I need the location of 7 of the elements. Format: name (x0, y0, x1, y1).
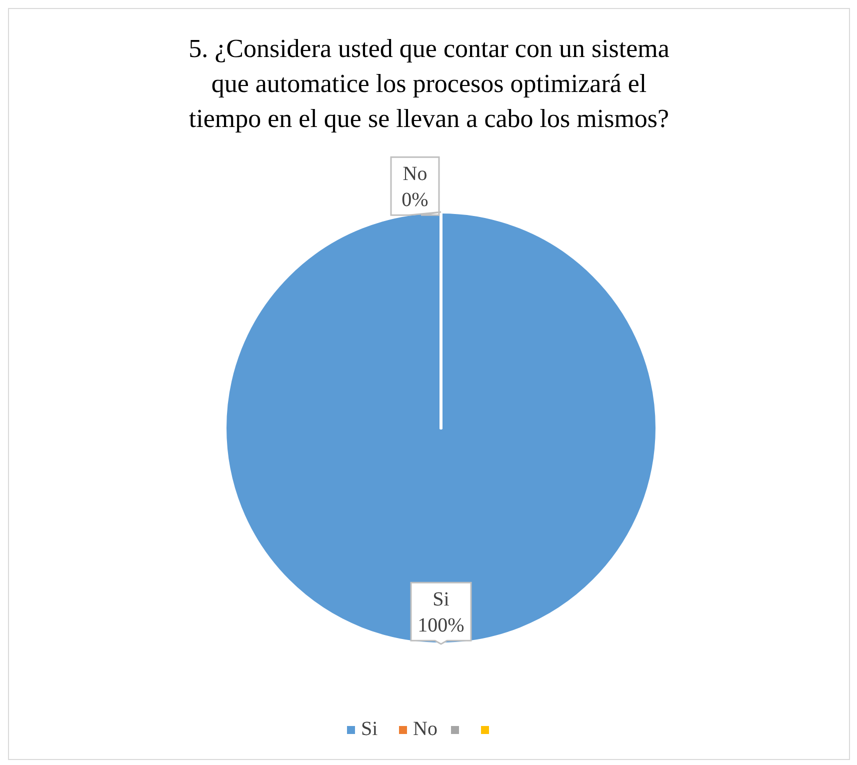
data-label: 100% (418, 614, 464, 637)
legend-label: No (413, 718, 438, 740)
text: 0% (402, 189, 428, 212)
category-label: No (402, 163, 428, 186)
slice-label: Si (432, 588, 450, 611)
chart-title: 5. ¿Considera usted que contar con un sistema que automatice los procesos optimizará el tiempo en el que se llevan a cabo los mismos? (188, 34, 670, 133)
legend-label: Si (361, 718, 378, 740)
